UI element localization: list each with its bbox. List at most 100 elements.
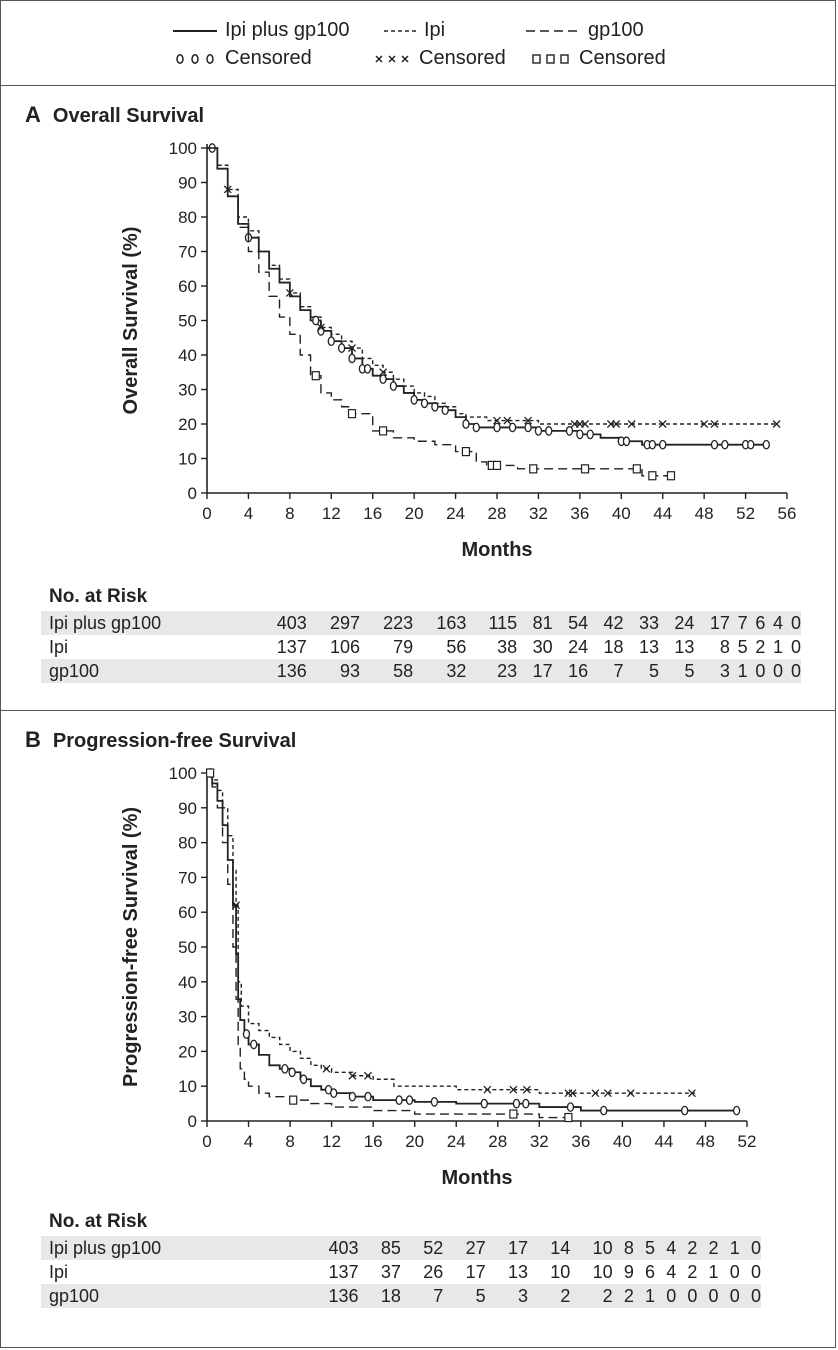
risk-cell: 24 — [659, 611, 695, 635]
risk-cell: 403 — [294, 1236, 359, 1260]
censored-marker-circle — [327, 336, 335, 347]
y-axis-label: Progression-free Survival (%) — [120, 807, 142, 1087]
censored-marker-circle — [348, 353, 356, 364]
censored-marker-x — [509, 1085, 518, 1094]
x-tick-label: 56 — [778, 504, 797, 523]
risk-cell: 9 — [623, 1261, 634, 1282]
censored-marker-x — [232, 901, 241, 910]
censored-marker-x — [322, 1064, 331, 1073]
censored-marker-x — [483, 1085, 492, 1094]
censored-marker-circle — [659, 439, 667, 450]
x-tick-label: 0 — [202, 504, 211, 523]
x-tick-label: 8 — [285, 1132, 294, 1151]
censored-marker-circle — [250, 1039, 258, 1050]
censored-marker-circle — [348, 1091, 357, 1102]
risk-cell: 106 — [329, 636, 360, 657]
risk-row-label: Ipi plus gp100 — [41, 611, 254, 635]
censored-marker-square — [564, 1112, 573, 1123]
censored-marker-circle — [430, 1097, 439, 1107]
censored-marker-x — [581, 420, 589, 428]
circle-marker-icon: ○○○ — [176, 53, 214, 64]
survival-curve — [207, 772, 571, 1119]
risk-cell: 27 — [443, 1236, 486, 1260]
risk-cell: 81 — [517, 611, 553, 635]
x-tick-label: 16 — [363, 504, 382, 523]
series-ipi-plus-gp100 — [206, 768, 741, 1116]
x-tick-label: 44 — [653, 504, 672, 523]
risk-cell: 1 — [773, 636, 784, 657]
legend-label: Ipi — [424, 19, 446, 41]
censored-marker-circle — [648, 439, 657, 450]
y-tick-label: 40 — [178, 973, 197, 992]
x-tick-label: 20 — [405, 1132, 424, 1151]
risk-cell: 16 — [552, 659, 589, 683]
risk-cell: 2 — [527, 1284, 571, 1308]
x-axis-label: Months — [461, 539, 532, 561]
censored-marker-circle — [389, 381, 398, 391]
risk-row-label: Ipi — [49, 1261, 69, 1282]
risk-cell: 8 — [719, 636, 730, 657]
censored-marker-circle — [379, 374, 387, 384]
risk-cell: 4 — [765, 611, 784, 635]
risk-row-label: gp100 — [41, 659, 254, 683]
x-tick-label: 40 — [612, 504, 631, 523]
risk-cell: 2 — [687, 1261, 698, 1282]
survival-curve — [207, 147, 777, 425]
censored-marker-x — [603, 1089, 612, 1098]
risk-cell: 33 — [623, 611, 659, 635]
x-tick-label: 28 — [488, 504, 507, 523]
censored-marker-circle — [576, 429, 584, 440]
survival-curve — [207, 772, 696, 1094]
survival-curve — [207, 772, 737, 1112]
censored-marker-x — [348, 1071, 357, 1080]
censored-marker-circle — [410, 394, 418, 405]
risk-cell: 137 — [328, 1261, 359, 1282]
risk-row-ipi: Ipi 137 106 79 56 38 30 24 18 13 13 8 5 2 1 0 — [41, 635, 801, 659]
censored-marker-square — [580, 464, 590, 474]
censored-marker-circle — [524, 422, 532, 433]
censored-marker-x — [379, 368, 388, 377]
censored-marker-x — [626, 1089, 635, 1098]
risk-row-label: gp100 — [41, 1284, 295, 1308]
censored-marker-circle — [472, 422, 480, 433]
risk-cell: 17 — [465, 1261, 486, 1282]
risk-cell: 6 — [645, 1261, 656, 1282]
censored-marker-circle — [508, 422, 517, 433]
y-tick-label: 30 — [178, 1008, 197, 1027]
risk-cell: 58 — [360, 659, 414, 683]
risk-cell: 8 — [612, 1236, 634, 1260]
survival-curve — [207, 147, 767, 446]
risk-cell: 79 — [393, 636, 414, 657]
risk-cell: 7 — [588, 659, 624, 683]
y-axis-label: Overall Survival (%) — [120, 227, 142, 415]
risk-cell: 24 — [568, 636, 589, 657]
legend-line-solid — [173, 29, 217, 32]
censored-marker-x — [658, 420, 667, 428]
censored-marker-circle — [441, 405, 449, 416]
risk-cell: 13 — [674, 636, 695, 657]
legend-item-ipi-plus-gp100: Ipi plus gp100 — [173, 19, 350, 42]
censored-marker-square — [492, 460, 502, 470]
censored-marker-x — [524, 416, 533, 425]
x-tick-label: 4 — [244, 504, 253, 523]
square-marker-icon: □□□ — [532, 53, 569, 64]
risk-cell: 0 — [655, 1284, 677, 1308]
risk-cell: 1 — [718, 1236, 740, 1260]
risk-cell: 93 — [306, 659, 360, 683]
risk-cell: 13 — [507, 1261, 528, 1282]
panel-title: A Overall Survival — [25, 102, 204, 128]
panel-progression-free-survival: B Progression-free Survival 0 10 20 30 40 50 60… — [0, 711, 836, 1348]
y-tick-label: 80 — [178, 834, 197, 853]
censored-marker-circle — [522, 1098, 530, 1109]
risk-cell: 30 — [532, 636, 553, 657]
risk-cell: 0 — [676, 1284, 698, 1308]
legend: Ipi plus gp100 Ipi gp100 ○○○ Censored ××… — [0, 0, 836, 86]
x-marker-icon: ××× — [375, 54, 409, 63]
legend-line-dashed — [526, 29, 580, 32]
risk-cell: 2 — [676, 1236, 698, 1260]
x-tick-label: 36 — [570, 504, 589, 523]
risk-cell: 0 — [729, 1261, 740, 1282]
censored-marker-circle — [405, 1095, 414, 1105]
